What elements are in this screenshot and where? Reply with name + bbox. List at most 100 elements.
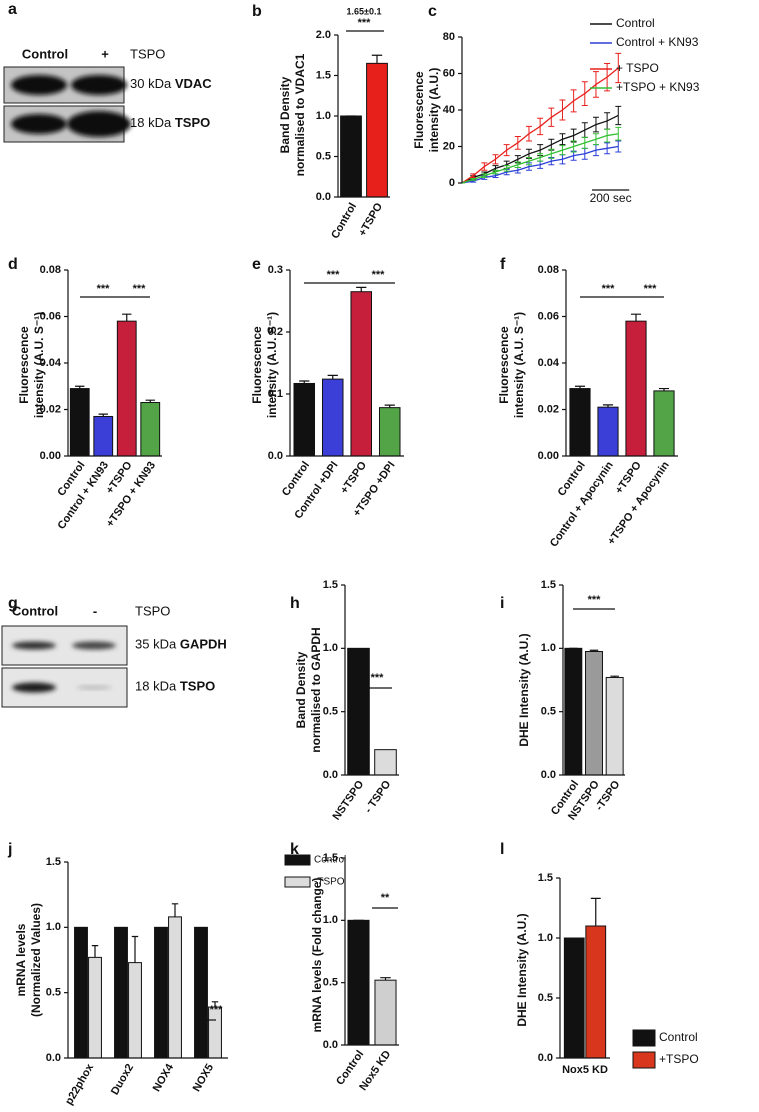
annotation: *** (602, 283, 616, 295)
y-tick-label: 0.0 (46, 1052, 61, 1064)
annotation: *** (372, 269, 386, 281)
y-axis-label: (Normalized Values) (29, 903, 43, 1017)
y-tick-label: 0.06 (538, 310, 559, 322)
annotation: *** (371, 672, 385, 684)
error-bar (131, 935, 139, 963)
y-tick-label: 2.0 (316, 29, 331, 41)
y-tick-label: 0.2 (268, 326, 283, 338)
bar (114, 926, 128, 1059)
bar (378, 407, 401, 457)
legend-label: Control (314, 855, 346, 866)
panel-letter: e (252, 256, 261, 273)
y-axis-label: intensity (A.U. S⁻¹) (265, 312, 279, 418)
row-size: 18 kDa (130, 115, 172, 130)
error-bar (371, 54, 383, 64)
bar (116, 320, 137, 457)
x-tick-label: Duox2 (109, 1062, 136, 1097)
blot-band (11, 114, 67, 134)
y-tick-label: 0.0 (316, 191, 331, 203)
y-tick-label: 0.0 (323, 1039, 338, 1051)
x-tick-label: NSTSPO (331, 778, 367, 822)
error-bar (602, 404, 614, 408)
blot-band (72, 641, 116, 650)
bar (374, 749, 397, 776)
y-tick-label: 0.3 (268, 264, 283, 276)
bar (140, 402, 161, 457)
y-axis-label: mRNA levels (14, 923, 28, 996)
blot-band (71, 75, 127, 95)
annotation: 1.65±0.1 (347, 6, 382, 16)
error-bar (91, 945, 99, 958)
row-protein: VDAC (175, 76, 212, 91)
y-tick-label: 0.08 (40, 264, 61, 276)
bar (605, 676, 624, 776)
panel-letter: g (8, 595, 18, 612)
y-axis-label: intensity (A.U. S⁻¹) (512, 312, 526, 418)
scale-bar-label: 200 sec (590, 191, 632, 205)
y-tick-label: 60 (443, 67, 455, 79)
bar (340, 115, 362, 198)
panel-letter: l (500, 841, 504, 858)
y-axis-label: Fluorescence (412, 71, 426, 149)
error-bar (145, 399, 155, 403)
condition-label: TSPO (130, 46, 165, 61)
bar (69, 388, 90, 457)
panel-letter: a (8, 1, 17, 18)
y-tick-label: 0.0 (268, 450, 283, 462)
y-tick-label: 0.08 (538, 264, 559, 276)
bar (374, 979, 397, 1046)
x-tick-label: NOX5 (191, 1062, 216, 1094)
error-bar (574, 385, 586, 389)
panel-letter: b (252, 3, 262, 20)
y-axis-label: DHE Intensity (A.U.) (515, 913, 529, 1026)
line (461, 114, 619, 184)
y-axis-label: Band Density (294, 651, 308, 728)
panel-letter: j (7, 841, 12, 858)
y-axis-label: Fluorescence (250, 326, 264, 404)
legend-label: +TSPO + KN93 (616, 80, 700, 94)
bar (563, 937, 585, 1059)
line (461, 145, 619, 184)
row-size: 18 kDa (135, 679, 177, 694)
legend-swatch (632, 1029, 656, 1047)
annotation: *** (358, 17, 372, 29)
y-tick-label: 0.0 (538, 1052, 553, 1064)
error-bar (610, 675, 619, 678)
bar (597, 406, 619, 457)
blot-band (12, 682, 56, 693)
legend-label: +TSPO (659, 1052, 699, 1066)
error-bar (658, 387, 670, 391)
panel-letter: d (8, 256, 18, 273)
legend-label: Control + KN93 (616, 35, 699, 49)
y-tick-label: 1.5 (538, 872, 553, 884)
y-tick-label: 1.5 (316, 69, 331, 81)
y-axis-label: normalised to VDAC1 (293, 53, 307, 176)
row-protein: TSPO (180, 679, 215, 694)
y-axis-label: Fluorescence (497, 326, 511, 404)
error-bar (630, 313, 642, 322)
y-tick-label: 40 (443, 104, 455, 116)
row-size: 35 kDa (135, 637, 177, 652)
y-axis-label: Fluorescence (17, 326, 31, 404)
bar (321, 378, 344, 457)
x-tick-label: NOX4 (151, 1061, 177, 1094)
legend-label: Control (616, 16, 655, 30)
y-tick-label: 0.0 (323, 769, 338, 781)
y-tick-label: 0.06 (40, 310, 61, 322)
panel-letter: f (500, 256, 506, 273)
y-tick-label: 0.5 (46, 987, 61, 999)
y-tick-label: 1.0 (538, 932, 553, 944)
y-tick-label: 0.04 (40, 357, 62, 369)
error-bar (356, 286, 367, 292)
error-bar (327, 374, 338, 380)
y-tick-label: 1.5 (323, 852, 338, 864)
condition-label: TSPO (135, 603, 170, 618)
y-tick-label: 1.5 (46, 856, 61, 868)
bar (293, 382, 316, 457)
bar (585, 651, 603, 776)
error-bar (384, 404, 395, 408)
y-tick-label: 0.5 (538, 992, 553, 1004)
y-tick-label: 0.02 (538, 403, 559, 415)
annotation: *** (133, 283, 147, 295)
error-bar (211, 1001, 219, 1008)
